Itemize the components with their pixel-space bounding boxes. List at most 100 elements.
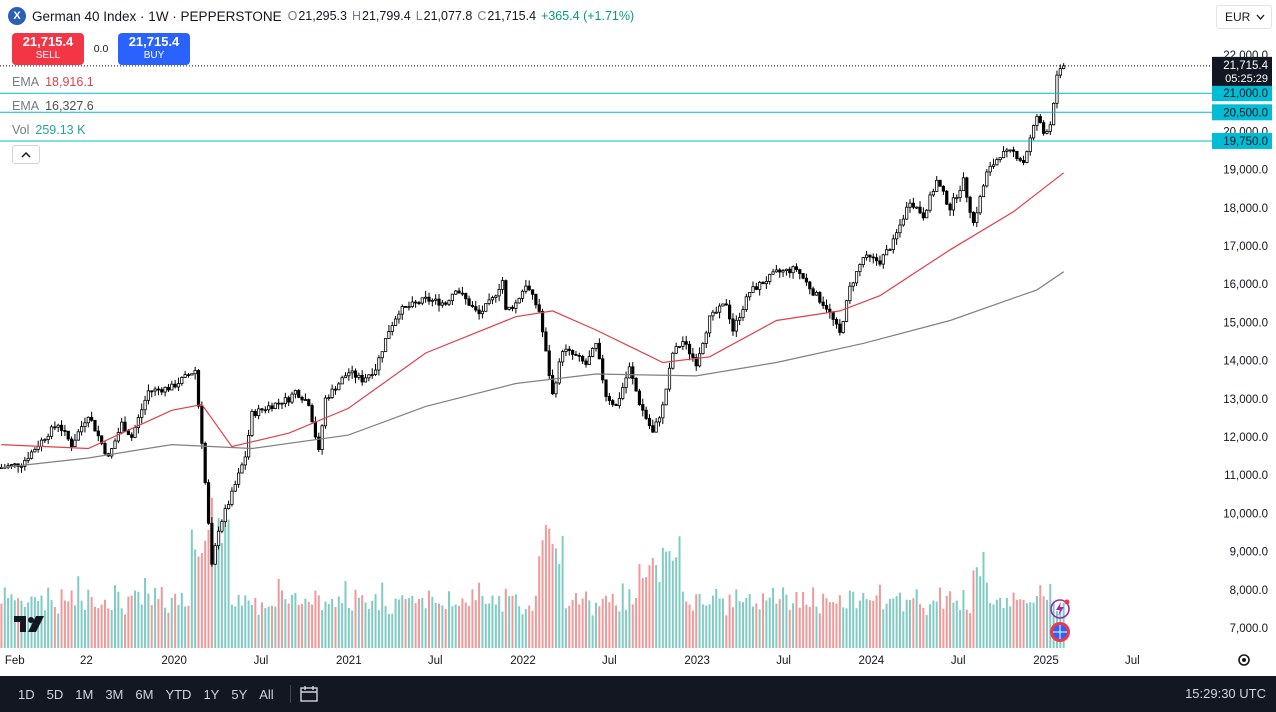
volume-bar — [518, 606, 521, 648]
buy-button[interactable]: 21,715.4 BUY — [118, 33, 190, 65]
candle-body — [714, 311, 718, 314]
candle-body — [951, 197, 956, 211]
collapse-legend-button[interactable] — [12, 145, 40, 164]
sell-button[interactable]: 21,715.4 SELL — [12, 33, 84, 65]
volume-bar — [347, 607, 350, 648]
candle-body — [891, 238, 895, 251]
candle-body — [995, 159, 999, 166]
volume-bar — [424, 608, 427, 648]
volume-bar — [762, 593, 765, 648]
volume-bar — [718, 598, 721, 648]
volume-bar — [838, 595, 841, 648]
range-button-5d[interactable]: 5D — [46, 686, 64, 702]
level-price-label: 20,500.0 — [1223, 107, 1268, 119]
volume-bar — [107, 608, 110, 648]
candle-body — [901, 218, 905, 226]
volume-bar — [361, 595, 364, 648]
ema-slow-legend[interactable]: EMA 16,327.6 — [12, 99, 94, 113]
ema-fast-legend[interactable]: EMA 18,916.1 — [12, 75, 94, 89]
range-button-6m[interactable]: 6M — [135, 686, 154, 702]
candle-body — [370, 374, 374, 376]
candle-body — [791, 266, 795, 274]
volume-bar — [584, 591, 587, 648]
symbol-logo-icon[interactable]: X — [8, 7, 26, 25]
volume-bar — [444, 609, 447, 648]
candle-body — [707, 315, 712, 334]
ema-slow-value: 16,327.6 — [45, 99, 94, 113]
sell-label: SELL — [35, 50, 61, 61]
candle-body — [591, 348, 595, 357]
candle-body — [534, 293, 538, 306]
candle-body — [878, 260, 882, 265]
range-buttons: 1D 5D 1M 3M 6M YTD 1Y 5Y All — [0, 687, 280, 702]
range-button-1y[interactable]: 1Y — [203, 686, 220, 702]
volume-bar — [999, 597, 1002, 648]
range-button-1m[interactable]: 1M — [75, 686, 94, 702]
candle-body — [754, 286, 758, 290]
volume-bar — [244, 595, 247, 648]
candle-body — [607, 396, 611, 401]
candle-body — [273, 402, 277, 410]
price-chart[interactable]: 7,000.0 8,000.0 9,000.0 10,000.0 11,000.0 12,… — [0, 0, 1276, 676]
candle-body — [868, 254, 872, 258]
last-price-label: 21,715.4 — [1223, 60, 1268, 72]
range-button-all[interactable]: All — [259, 686, 274, 702]
candle-body — [1028, 137, 1032, 153]
candle-body — [911, 202, 915, 208]
candle-body — [130, 434, 134, 438]
volume-bar — [651, 558, 654, 648]
volume-bar — [711, 595, 714, 648]
candle-body — [100, 435, 104, 444]
volume-bar — [955, 600, 958, 648]
candle-body — [240, 464, 244, 474]
candle-body — [320, 425, 324, 450]
volume-bar — [207, 529, 210, 648]
volume-legend[interactable]: Vol 259.13 K — [12, 123, 85, 137]
volume-bar — [377, 610, 380, 648]
tradingview-logo-icon[interactable] — [14, 616, 48, 634]
volume-bar — [605, 595, 608, 648]
x-tick-label: 2025 — [1033, 655, 1059, 667]
volume-bar — [384, 606, 387, 648]
settings-gear-icon[interactable] — [1236, 652, 1252, 668]
candle-body — [444, 302, 448, 305]
range-button-5y[interactable]: 5Y — [231, 686, 248, 702]
candle-body — [357, 374, 361, 378]
candle-body — [661, 404, 665, 419]
candle-body — [183, 374, 187, 378]
candle-body — [36, 446, 40, 450]
y-tick-label: 17,000.0 — [1223, 241, 1268, 253]
range-button-1d[interactable]: 1D — [18, 686, 35, 702]
volume-bar — [494, 604, 497, 648]
volume-bar — [411, 595, 414, 648]
date-range-calendar-icon[interactable] — [299, 685, 321, 703]
candle-body — [340, 377, 344, 385]
utc-clock[interactable]: 15:29:30 UTC — [1185, 686, 1266, 701]
volume-bar — [291, 594, 294, 648]
volume-bar — [725, 615, 728, 648]
range-button-ytd[interactable]: YTD — [165, 686, 192, 702]
news-globe-icon[interactable] — [1050, 622, 1070, 642]
low-label: L — [415, 9, 423, 23]
volume-bar — [681, 591, 684, 648]
alert-lightning-icon[interactable] — [1050, 599, 1070, 619]
volume-bar — [227, 519, 230, 648]
volume-bar — [895, 596, 898, 648]
candle-body — [464, 293, 468, 300]
candle-body — [277, 402, 281, 405]
volume-bar — [885, 603, 888, 648]
volume-bar — [130, 595, 133, 648]
volume-bar — [50, 600, 53, 648]
volume-value: 259.13 K — [35, 123, 86, 137]
range-button-3m[interactable]: 3M — [105, 686, 124, 702]
volume-bar — [180, 592, 183, 648]
currency-select[interactable]: EUR — [1216, 5, 1272, 29]
candle-body — [594, 342, 598, 349]
volume-bar — [498, 595, 501, 648]
candle-body — [808, 281, 812, 290]
volume-bar — [277, 579, 280, 648]
symbol-title[interactable]: German 40 Index · 1W · PEPPERSTONE — [32, 8, 282, 24]
volume-bar — [194, 549, 197, 648]
volume-bar — [962, 590, 965, 648]
volume-bar — [177, 604, 180, 648]
